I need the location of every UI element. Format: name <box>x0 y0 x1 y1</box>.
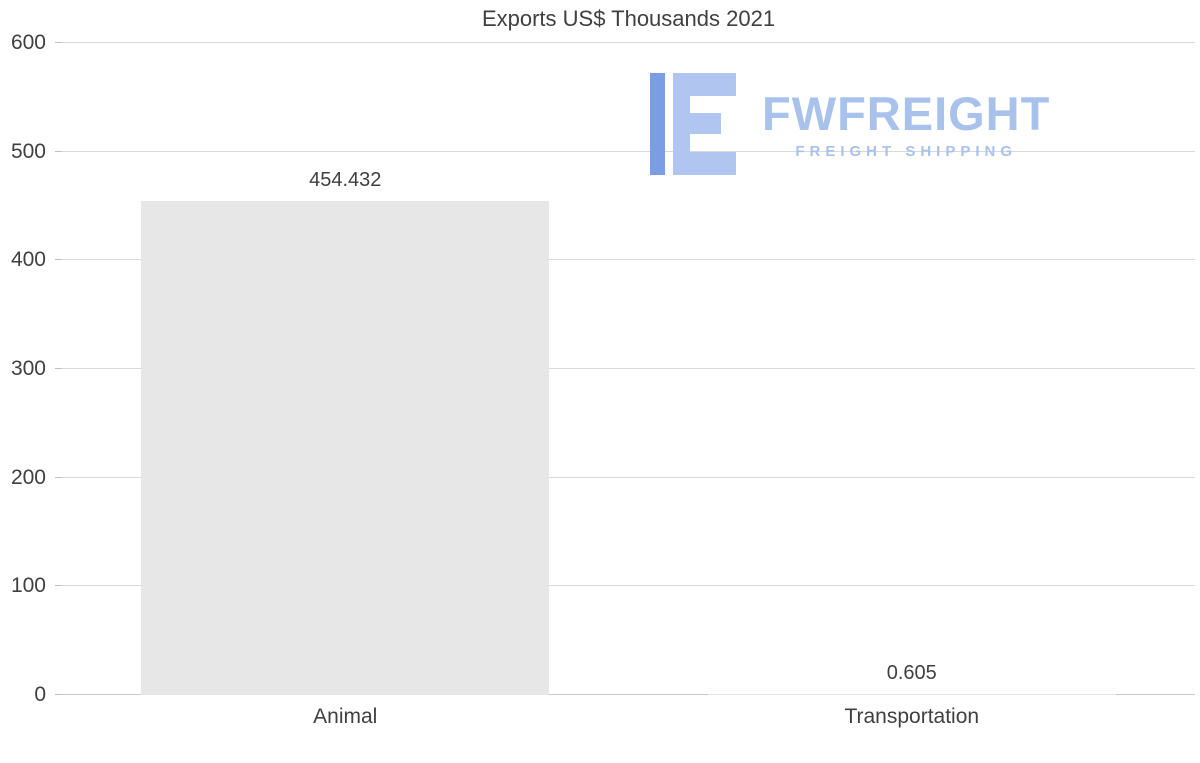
axis-tick <box>55 42 62 43</box>
axis-tick <box>55 368 62 369</box>
x-axis-label: Animal <box>313 705 378 728</box>
bar-value-label: 0.605 <box>886 662 937 685</box>
bar-value-label: 454.432 <box>309 169 382 192</box>
y-tick-label: 600 <box>10 31 46 54</box>
bar-transportation <box>707 694 1116 695</box>
x-axis-label: Transportation <box>844 705 980 728</box>
axis-tick <box>55 476 62 478</box>
y-axis: 600 500 400 300 200 100 0 <box>0 31 56 706</box>
y-tick-label: 100 <box>10 574 46 598</box>
gridline <box>62 585 1195 587</box>
y-tick-label: 300 <box>10 357 46 380</box>
gridline <box>62 368 1195 369</box>
axis-tick <box>55 150 62 152</box>
bar-band: 0.605 <box>629 43 1196 695</box>
bar-animal <box>141 201 550 695</box>
gridline <box>62 476 1195 478</box>
gridline <box>62 42 1195 43</box>
gridline <box>62 259 1195 261</box>
bar-band: 454.432 <box>62 43 629 695</box>
logo-brand: FWFREIGHT <box>762 87 1051 140</box>
logo-tagline: FREIGHT SHIPPING <box>795 143 1018 160</box>
logo-text: FWFREIGHT FREIGHT SHIPPING <box>762 68 1050 160</box>
x-axis: Animal Transportation <box>62 705 1195 737</box>
axis-tick <box>55 694 62 695</box>
y-tick-label: 400 <box>10 248 46 272</box>
gridline <box>62 150 1195 152</box>
freight-logo-icon <box>650 68 742 185</box>
plot-area: 454.432 0.605 <box>55 42 1196 695</box>
chart-title: Exports US$ Thousands 2021 <box>481 6 776 31</box>
logo: FWFREIGHT FREIGHT SHIPPING <box>650 68 1050 185</box>
y-tick-label: 0 <box>34 683 46 706</box>
y-tick-label: 200 <box>10 465 46 489</box>
gridline <box>62 694 1195 695</box>
axis-tick <box>55 585 62 587</box>
y-tick-label: 500 <box>10 139 46 163</box>
axis-tick <box>55 259 62 261</box>
